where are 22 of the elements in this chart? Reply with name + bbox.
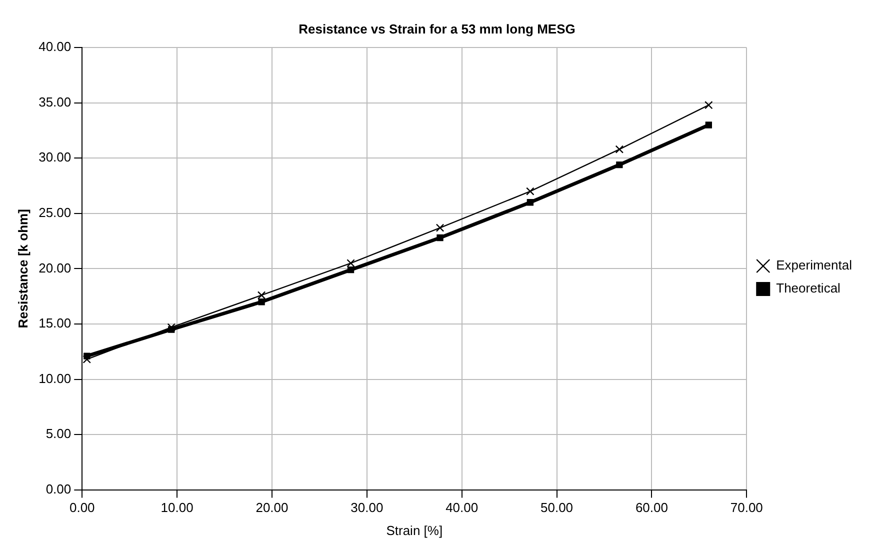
x-tick-label: 70.00 — [730, 500, 763, 516]
x-tick-label: 20.00 — [256, 500, 288, 516]
y-tick-label: 10.00 — [38, 370, 72, 386]
y-tick-label: 0.00 — [46, 481, 72, 496]
legend-label: Experimental — [776, 258, 852, 273]
y-tick-label: 5.00 — [46, 426, 72, 442]
x-axis-title: Strain [%] — [386, 522, 443, 538]
x-tick-label: 0.00 — [69, 500, 95, 516]
x-tick-label: 60.00 — [635, 500, 668, 516]
y-tick-label: 40.00 — [38, 39, 72, 54]
y-tick-label: 25.00 — [38, 205, 72, 220]
x-tick-label: 50.00 — [540, 500, 574, 516]
chart-title: Resistance vs Strain for a 53 mm long MESG — [298, 21, 576, 36]
x-tick-label: 30.00 — [350, 500, 384, 516]
x-tick-label: 40.00 — [446, 500, 478, 516]
y-axis-title: Resistance [k ohm] — [15, 209, 30, 328]
y-tick-label: 20.00 — [38, 260, 72, 276]
y-tick-label: 30.00 — [38, 150, 72, 165]
y-tick-label: 15.00 — [38, 316, 72, 331]
y-tick-label: 35.00 — [38, 94, 72, 110]
legend-label: Theoretical — [776, 280, 841, 296]
x-tick-label: 10.00 — [160, 500, 194, 516]
